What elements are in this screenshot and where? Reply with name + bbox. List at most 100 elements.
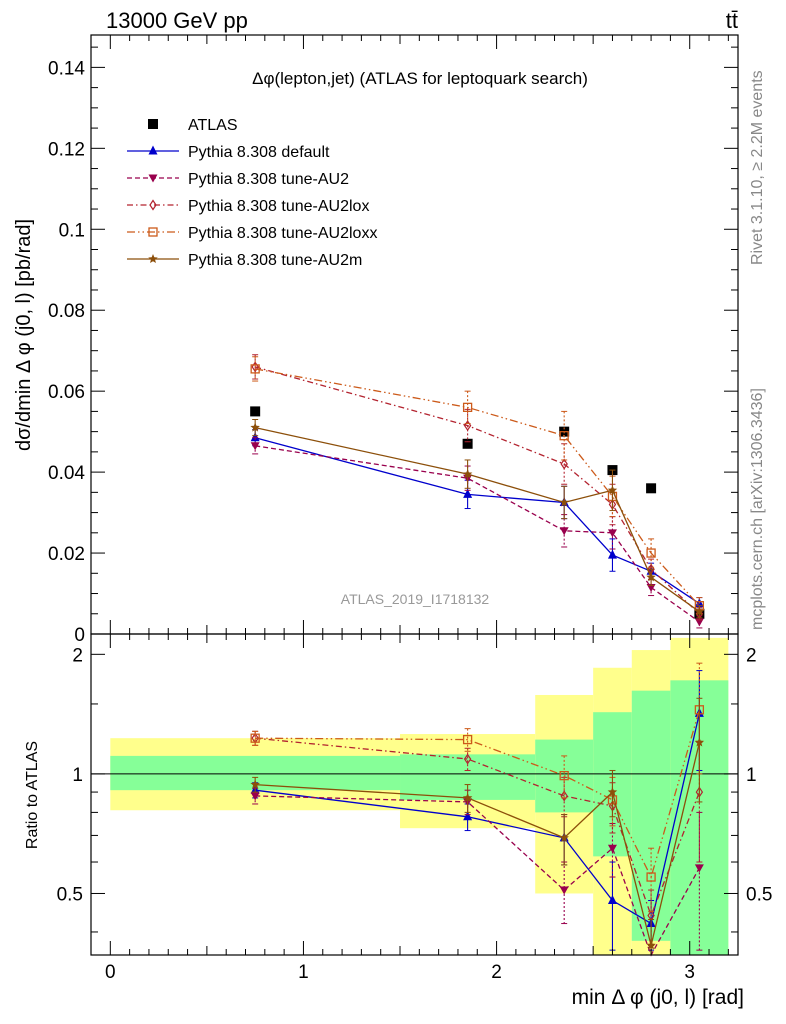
ratio-y-tick-label-right: 0.5 xyxy=(746,884,772,905)
data-point xyxy=(463,419,472,432)
data-point xyxy=(250,422,260,432)
legend-label: Pythia 8.308 tune-AU2 xyxy=(188,171,349,188)
bottom-panel: 0.5 0.5 1 1 2 2 0 1 2 3 Ratio to ATLAS min Δ φ (j… xyxy=(24,633,772,1009)
data-point xyxy=(559,431,569,441)
legend-entry: Pythia 8.308 tune-AU2m xyxy=(127,252,362,269)
y-tick-label: 0 xyxy=(74,625,85,646)
data-point xyxy=(250,432,260,442)
top-panel: 0 0.02 0.04 0.06 0.08 0.1 0.12 0.14 Δφ(lepton,j… xyxy=(13,34,739,646)
bottom-data-layer xyxy=(250,662,705,957)
x-tick-label: 1 xyxy=(298,962,309,983)
data-point xyxy=(646,940,656,950)
series-line-pythia-8-308-tune-au2 xyxy=(255,445,700,623)
analysis-id-label: ATLAS_2019_I1718132 xyxy=(341,591,490,607)
data-point xyxy=(559,832,569,842)
data-point xyxy=(694,618,704,627)
x-tick-label: 3 xyxy=(684,962,695,983)
data-point xyxy=(250,779,260,789)
legend-label: Pythia 8.308 tune-AU2m xyxy=(188,252,362,269)
legend-marker xyxy=(148,254,158,264)
legend-entry: Pythia 8.308 default xyxy=(127,144,330,161)
data-point xyxy=(560,458,568,470)
data-point xyxy=(607,895,617,905)
data-point xyxy=(607,529,617,538)
data-point xyxy=(462,438,473,449)
data-point xyxy=(646,483,657,494)
top-data-layer xyxy=(250,354,705,629)
x-tick-label: 2 xyxy=(491,962,502,983)
y-tick-label: 0.04 xyxy=(48,463,85,484)
data-point xyxy=(694,606,705,616)
bottom-y-axis-label: Ratio to ATLAS xyxy=(24,741,41,849)
data-point xyxy=(694,737,705,747)
ratio-y-tick-label-left: 1 xyxy=(72,765,83,786)
side-label-top: Rivet 3.1.10, ≥ 2.2M events xyxy=(749,70,766,265)
data-point xyxy=(559,886,569,895)
data-point xyxy=(559,527,569,536)
data-point xyxy=(250,733,260,743)
legend-marker xyxy=(148,174,158,183)
data-point xyxy=(250,792,260,801)
data-point xyxy=(462,469,473,479)
top-y-axis-label: dσ/dmin Δ φ (j0, l) [pb/rad] xyxy=(13,219,35,451)
data-point xyxy=(646,548,656,558)
y-tick-label: 0.08 xyxy=(48,301,85,322)
data-point xyxy=(250,364,260,374)
data-point xyxy=(462,792,473,802)
series-line-pythia-8-308-tune-au2lox xyxy=(255,366,700,615)
data-point xyxy=(463,488,473,498)
legend: ATLAS Pythia 8.308 default Pythia 8.308 tu… xyxy=(127,117,377,269)
chart-title: Δφ(lepton,jet) (ATLAS for leptoquark sea… xyxy=(252,69,588,88)
legend-marker xyxy=(148,119,158,129)
ratio-y-tick-label-right: 1 xyxy=(746,765,757,786)
data-point xyxy=(559,770,569,781)
data-point xyxy=(607,787,618,797)
data-point xyxy=(250,406,261,417)
series-line-pythia-8-308-tune-au2m xyxy=(255,426,700,613)
data-point xyxy=(463,811,473,821)
data-point xyxy=(463,753,472,765)
data-point xyxy=(694,864,704,873)
series-line-pythia-8-308-tune-au2lox xyxy=(255,737,701,918)
ratio-y-tick-label-left: 2 xyxy=(72,645,83,666)
y-tick-label: 0.02 xyxy=(48,544,85,565)
ratio-y-tick-label-right: 2 xyxy=(746,645,757,666)
y-tick-label: 0.14 xyxy=(48,58,85,79)
legend-label: ATLAS xyxy=(188,117,238,134)
y-tick-label: 0.06 xyxy=(48,382,85,403)
legend-entry: Pythia 8.308 tune-AU2lox xyxy=(127,198,369,215)
legend-entry: ATLAS xyxy=(148,117,238,134)
ratio-y-tick-label-left: 0.5 xyxy=(57,884,83,905)
data-point xyxy=(646,572,656,582)
data-point xyxy=(646,872,656,882)
process-label: tt̄ xyxy=(726,8,738,33)
data-point xyxy=(559,497,569,507)
y-tick-label: 0.1 xyxy=(59,220,85,241)
y-tick-label: 0.12 xyxy=(48,139,85,160)
legend-label: Pythia 8.308 tune-AU2loxx xyxy=(188,225,377,242)
data-point xyxy=(462,734,473,745)
data-point xyxy=(462,402,473,413)
series-line-pythia-8-308-tune-au2loxx xyxy=(255,709,701,879)
legend-entry: Pythia 8.308 tune-AU2loxx xyxy=(127,225,377,242)
legend-marker xyxy=(149,199,157,211)
data-point xyxy=(646,583,656,592)
legend-marker xyxy=(148,227,158,237)
data-point xyxy=(607,844,617,853)
legend-label: Pythia 8.308 default xyxy=(188,144,330,161)
series-line-pythia-8-308-tune-au2m xyxy=(255,742,701,946)
side-label-bottom: mcplots.cern.ch [arXiv:1306.3436] xyxy=(749,388,766,630)
energy-label: 13000 GeV pp xyxy=(106,8,248,33)
data-point xyxy=(607,485,618,495)
data-point xyxy=(250,442,260,451)
legend-entry: Pythia 8.308 tune-AU2 xyxy=(127,171,349,188)
legend-label: Pythia 8.308 tune-AU2lox xyxy=(188,198,369,215)
top-axis-ticks: 0 0.02 0.04 0.06 0.08 0.1 0.12 0.14 xyxy=(48,35,738,646)
series-line-pythia-8-308-default xyxy=(255,713,701,925)
x-axis-label: min Δ φ (j0, l) [rad] xyxy=(572,986,744,1009)
series-line-pythia-8-308-tune-au2 xyxy=(255,795,700,957)
legend-marker xyxy=(148,145,158,155)
bottom-frame xyxy=(90,633,739,956)
data-point xyxy=(607,549,617,559)
